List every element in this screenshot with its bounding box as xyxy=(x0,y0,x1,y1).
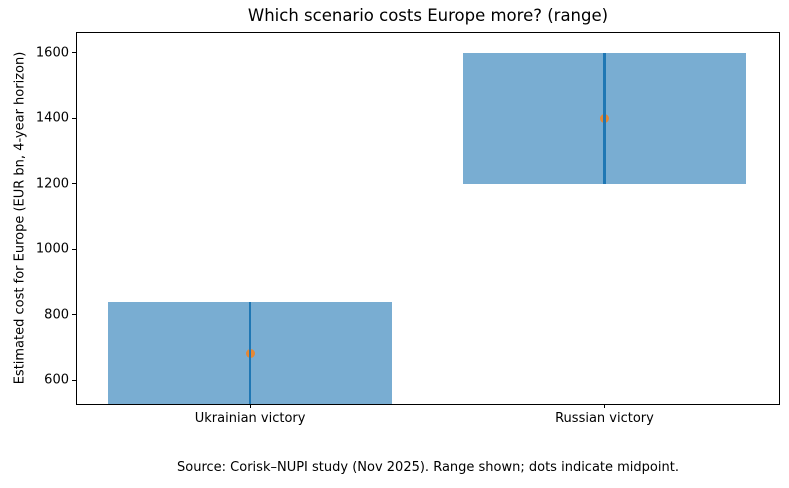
y-tick-mark xyxy=(72,183,76,185)
x-tick-label: Ukrainian victory xyxy=(194,411,306,426)
y-tick-label: 1400 xyxy=(35,110,69,126)
x-tick-mark xyxy=(249,404,251,408)
y-tick-mark xyxy=(72,248,76,250)
chart-title: Which scenario costs Europe more? (range… xyxy=(247,6,609,25)
y-tick-mark xyxy=(72,379,76,381)
plot-area: 600 800 1000 1200 1400 1600 Ukrainian victory… xyxy=(36,32,780,426)
y-axis-label: Estimated cost for Europe (EUR bn, 4-yea… xyxy=(12,51,28,385)
y-tick-mark xyxy=(72,314,76,316)
y-tick-label: 1600 xyxy=(35,45,69,61)
y-tick-label: 1000 xyxy=(35,241,69,257)
y-tick-mark xyxy=(72,117,76,119)
x-tick-label: Russian victory xyxy=(555,411,654,426)
y-tick-label: 800 xyxy=(44,307,69,323)
y-tick-label: 600 xyxy=(44,372,69,388)
y-tick-label: 1200 xyxy=(35,176,69,192)
y-tick-mark xyxy=(72,52,76,54)
source-note: Source: Corisk–NUPI study (Nov 2025). Ra… xyxy=(177,460,679,475)
x-tick-mark xyxy=(603,404,605,408)
range-line xyxy=(248,301,252,404)
range-line xyxy=(603,52,606,184)
